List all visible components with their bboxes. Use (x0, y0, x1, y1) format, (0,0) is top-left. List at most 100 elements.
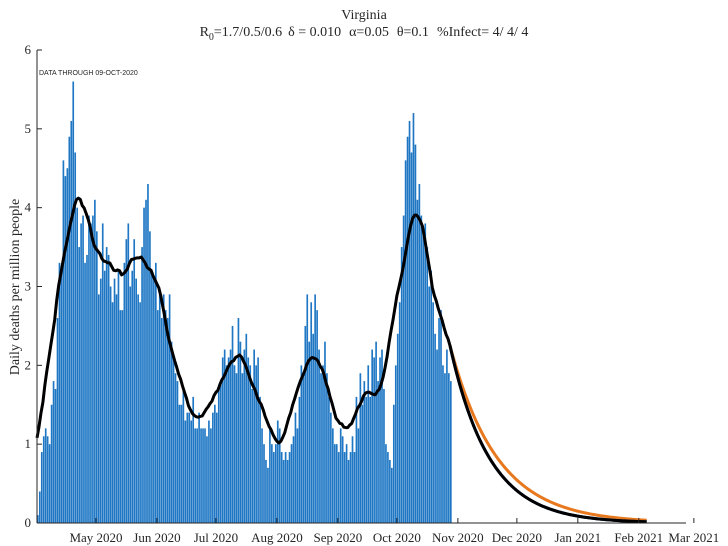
data-bar (253, 349, 255, 523)
data-through-annotation: DATA THROUGH 09-OCT-2020 (39, 70, 138, 77)
projection-upper-line (448, 345, 647, 522)
data-bar (219, 381, 222, 523)
data-bar (247, 357, 250, 523)
data-bar (385, 444, 387, 523)
data-bar (107, 254, 110, 523)
data-bar (361, 404, 364, 523)
data-bar (308, 341, 311, 523)
data-bar (208, 420, 210, 523)
delta-text: δ = 0.010 (288, 25, 341, 40)
data-bar (37, 515, 39, 523)
data-bar (442, 365, 444, 523)
data-bar (160, 318, 163, 523)
data-bar (369, 396, 372, 523)
data-bar (255, 365, 257, 523)
data-bar (46, 436, 49, 523)
data-bar (44, 428, 47, 523)
data-bar (182, 388, 185, 523)
axes-layer (36, 49, 695, 524)
data-bar (66, 168, 69, 523)
data-bar (436, 349, 438, 523)
data-bar (184, 420, 187, 523)
data-bar (52, 381, 55, 523)
data-bar (414, 144, 417, 523)
data-bar (70, 120, 73, 523)
projection-layer (448, 345, 647, 524)
data-bar (316, 310, 318, 523)
data-bar (127, 223, 130, 523)
data-bar (335, 444, 338, 523)
data-bar (198, 412, 200, 523)
data-bar (249, 365, 252, 523)
data-bar (282, 459, 285, 523)
data-bar (105, 247, 108, 523)
data-bar (141, 247, 143, 523)
data-bar (135, 278, 137, 523)
data-bar (145, 199, 147, 523)
x-tick-label: Aug 2020 (251, 530, 303, 545)
data-bar (76, 207, 78, 524)
data-bar (383, 388, 385, 523)
data-bar (90, 223, 92, 523)
data-bar (212, 412, 214, 523)
data-bar (426, 247, 429, 523)
data-bar (365, 396, 368, 523)
data-bar (155, 262, 157, 523)
data-bar (298, 396, 301, 523)
y-tick-label: 5 (25, 121, 32, 136)
data-bar (375, 341, 377, 523)
data-bar (288, 452, 291, 523)
data-bar (48, 444, 51, 523)
data-bar (381, 349, 383, 523)
data-bar (223, 349, 226, 523)
data-bar (432, 302, 434, 523)
data-bar (402, 215, 405, 524)
data-bar (373, 357, 375, 523)
data-bar (389, 459, 391, 523)
data-bar (359, 373, 362, 523)
data-bar (310, 302, 313, 523)
data-bar (314, 294, 316, 523)
r0-prefix: R (200, 25, 210, 40)
data-bar (38, 491, 41, 523)
data-bar (237, 318, 240, 523)
theta-text: θ=0.1 (397, 25, 429, 40)
data-bar (40, 452, 43, 523)
data-bar (239, 341, 242, 523)
data-bar (64, 176, 67, 523)
data-bar (139, 302, 141, 523)
alpha-text: α=0.05 (349, 25, 389, 40)
data-bar (217, 388, 220, 523)
y-tick-label: 1 (25, 436, 32, 451)
data-bar (265, 459, 267, 523)
data-bar (320, 373, 322, 523)
data-bar (99, 278, 102, 523)
r0-subscript: 0 (209, 32, 214, 43)
data-bar (284, 452, 287, 523)
data-bar (229, 349, 232, 523)
data-bar (296, 428, 299, 523)
data-bar (286, 459, 289, 523)
data-bar (62, 160, 65, 523)
data-bar (392, 404, 395, 523)
data-bar (276, 420, 279, 523)
data-bar (269, 428, 271, 523)
x-tick-label: Jul 2020 (194, 530, 238, 545)
y-tick-label: 4 (25, 200, 32, 215)
data-bar (351, 436, 354, 523)
data-bar (396, 333, 399, 523)
data-bar (214, 404, 216, 523)
data-bar (330, 412, 332, 523)
y-axis-label: Daily deaths per million people (8, 199, 23, 376)
data-bar (292, 436, 295, 523)
data-bar (404, 160, 407, 523)
data-bar (422, 231, 425, 523)
data-bar (333, 444, 336, 523)
data-bar (294, 412, 297, 523)
x-tick-label: Sep 2020 (314, 530, 363, 545)
data-bar (278, 428, 281, 523)
data-bar (143, 207, 145, 524)
data-bar (326, 373, 328, 523)
data-bar (367, 365, 370, 523)
data-bar (324, 341, 326, 523)
